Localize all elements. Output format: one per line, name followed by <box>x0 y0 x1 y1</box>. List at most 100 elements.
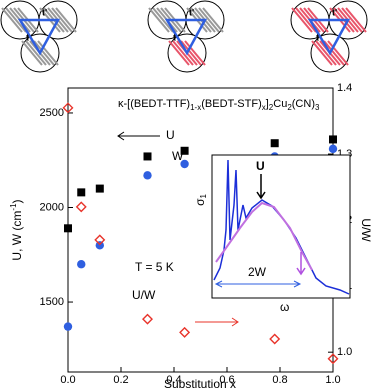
text-part: 2 <box>287 103 292 112</box>
molecule <box>152 7 174 33</box>
y-tick-label: 2500 <box>40 107 64 119</box>
point <box>75 201 87 213</box>
bond-label: t <box>26 32 29 42</box>
triangle <box>17 18 61 56</box>
triangle <box>164 18 208 56</box>
text-part: x <box>262 103 266 112</box>
molecule <box>1 7 23 33</box>
point <box>64 224 72 233</box>
point <box>95 184 104 193</box>
molecule <box>323 40 345 66</box>
point <box>94 234 106 246</box>
arrow <box>214 280 302 288</box>
point <box>142 313 153 325</box>
inset-label: ω <box>280 300 289 314</box>
molecule <box>55 7 77 33</box>
point <box>62 102 74 114</box>
point <box>180 159 189 169</box>
point <box>77 188 86 197</box>
x-tick-label: 0.0 <box>60 374 75 386</box>
molecule <box>172 40 194 66</box>
molecule <box>25 40 47 66</box>
text-part: 1 <box>199 194 208 199</box>
molecule <box>180 40 202 66</box>
y2-axis-label: U/W <box>359 218 373 242</box>
inset-highlight <box>215 201 313 271</box>
molecule <box>51 7 73 33</box>
point <box>143 171 152 180</box>
molecule <box>148 7 170 33</box>
molecule <box>168 40 190 66</box>
text-part: σ <box>193 198 207 206</box>
molecule <box>315 40 337 66</box>
point <box>180 146 189 155</box>
inset: U 2W ω σ1 <box>193 154 351 314</box>
y-tick-label: 2000 <box>40 201 64 213</box>
series-label: U <box>166 128 175 142</box>
structure-icons: t t' t t' t t' <box>0 0 368 73</box>
molecule <box>5 7 27 33</box>
text-part: U, W (cm <box>10 211 24 261</box>
text-part: ] <box>266 98 269 110</box>
molecule <box>341 7 363 33</box>
arrow <box>195 317 239 327</box>
x-tick-label: 0.6 <box>219 374 234 386</box>
bond-label: t' <box>42 7 47 17</box>
y2-tick-label: 1.0 <box>337 346 352 358</box>
annotation: T = 5 K <box>135 260 174 274</box>
molecule <box>327 40 349 66</box>
molecule <box>198 7 220 33</box>
molecule <box>311 40 333 66</box>
point <box>179 326 191 338</box>
point <box>269 333 281 345</box>
x-axis-label: Substitution x <box>164 377 236 391</box>
bond-label: t <box>316 32 319 42</box>
x-tick-label: 0.4 <box>166 374 181 386</box>
chart-title: κ-[(BEDT-TTF)1-x(BEDT-STF)x]2Cu2(CN)3 <box>118 98 320 112</box>
bond-label: t' <box>189 7 194 17</box>
text-part: Cu <box>273 98 287 110</box>
series-label: U/W <box>132 288 156 302</box>
point <box>328 144 338 154</box>
molecule <box>345 7 367 33</box>
bond-label: t <box>173 32 176 42</box>
y-tick-label: 1500 <box>40 296 64 308</box>
text-part: 1-x <box>190 103 201 112</box>
inset-label: U <box>256 159 265 173</box>
molecule <box>33 40 55 66</box>
triangle <box>307 18 351 56</box>
arrow <box>256 174 266 200</box>
x-tick-label: 0.2 <box>113 374 128 386</box>
inset-label: σ1 <box>193 194 208 206</box>
bond-label: t' <box>332 7 337 17</box>
y-axis-label: U, W (cm-1) <box>9 199 24 260</box>
text-part: -1 <box>9 203 18 211</box>
point <box>77 260 86 269</box>
text-part: 2 <box>269 103 274 112</box>
text-part: 3 <box>315 103 320 112</box>
x-tick-label: 0.8 <box>272 374 287 386</box>
molecule <box>184 40 206 66</box>
molecule <box>295 7 317 33</box>
text-part: κ-[(BEDT-TTF) <box>118 98 190 110</box>
point <box>270 139 279 148</box>
inset-frame <box>211 154 351 299</box>
molecule <box>21 40 43 66</box>
y2-tick-label: 1.4 <box>337 82 352 94</box>
arrow <box>296 252 306 276</box>
arrow <box>117 131 160 141</box>
text-part: (BEDT-STF) <box>201 98 262 110</box>
point <box>329 135 337 144</box>
point <box>327 353 339 365</box>
text-part: (CN) <box>292 98 315 110</box>
x-tick-label: 1.0 <box>325 374 340 386</box>
inset-label: 2W <box>248 265 267 279</box>
point <box>63 322 73 331</box>
molecule <box>202 7 224 33</box>
molecule <box>37 40 59 66</box>
series-label: W <box>172 149 184 163</box>
point <box>143 152 152 161</box>
molecule <box>291 7 313 33</box>
text-part: ) <box>10 199 24 203</box>
